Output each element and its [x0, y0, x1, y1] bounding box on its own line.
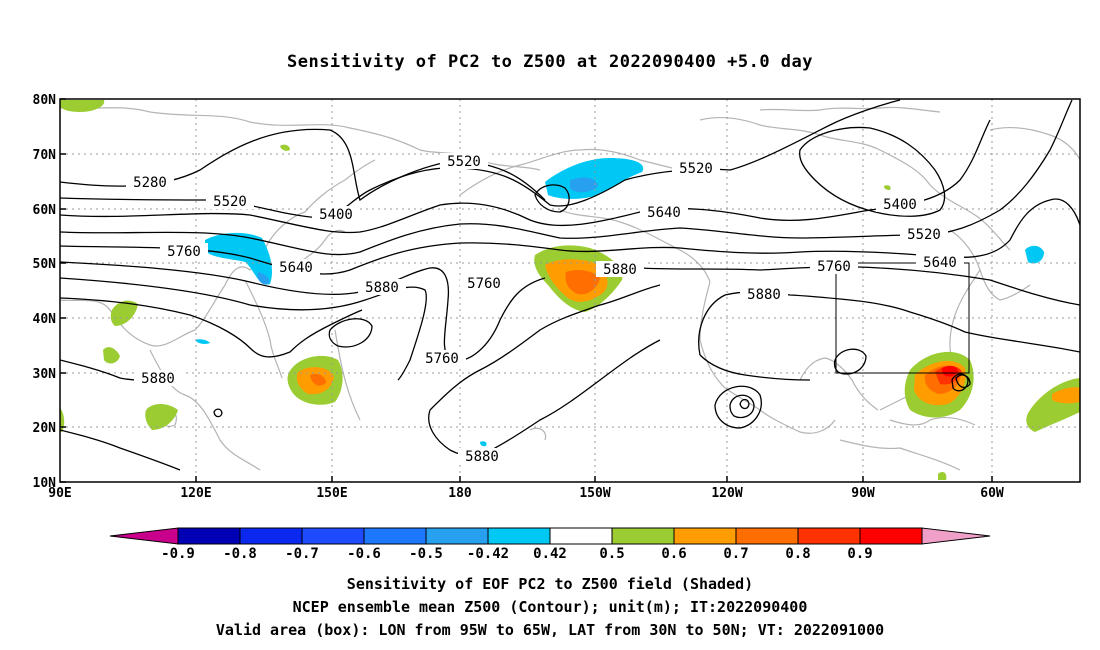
svg-text:5760: 5760 [467, 276, 501, 292]
colorbar-label: 0.7 [723, 546, 748, 562]
lat-label: 60N [33, 203, 57, 218]
lon-label: 150E [316, 486, 347, 501]
contour-labels: 5280 5520 5400 5760 5640 5880 5880 5520 … [126, 153, 964, 465]
colorbar-label: -0.9 [161, 546, 195, 562]
colorbar-cell [735, 527, 799, 545]
contour-label: 5760 [160, 243, 208, 260]
contour-label: 5640 [272, 259, 320, 276]
caption-valid-area: Valid area (box): LON from 95W to 65W, L… [215, 621, 885, 639]
colorbar-cell [177, 527, 241, 545]
colorbar-label: 0.8 [785, 546, 810, 562]
contour-label: 5640 [916, 254, 964, 271]
lon-label: 90E [48, 486, 71, 501]
lat-label: 40N [33, 312, 57, 327]
contour-label: 5520 [440, 153, 488, 170]
colorbar-cell [425, 527, 489, 545]
colorbar-left-arrow [109, 527, 179, 545]
lat-label: 80N [33, 93, 57, 108]
lat-label: 10N [33, 476, 57, 491]
contour-label: 5880 [458, 448, 506, 465]
latitude-labels: 80N 70N 60N 50N 40N 30N 20N 10N [33, 93, 57, 491]
svg-text:5520: 5520 [907, 227, 941, 243]
contour-label: 5520 [672, 160, 720, 177]
svg-text:5400: 5400 [883, 197, 917, 213]
svg-text:5880: 5880 [603, 262, 637, 278]
svg-text:5640: 5640 [279, 260, 313, 276]
contour-label: 5520 [206, 193, 254, 210]
lon-label: 60W [980, 486, 1004, 501]
lon-label: 120W [711, 486, 742, 501]
contour-label: 5880 [358, 279, 406, 296]
colorbar-label: -0.5 [409, 546, 443, 562]
svg-text:5880: 5880 [747, 287, 781, 303]
colorbar-cell [363, 527, 427, 545]
colorbar-cell [673, 527, 737, 545]
contour-label: 5880 [740, 286, 788, 303]
caption-shading: Sensitivity of EOF PC2 to Z500 field (Sh… [346, 575, 754, 593]
map-plot-area [60, 99, 1080, 482]
contour-label: 5760 [418, 350, 466, 367]
contour-label: 5400 [312, 206, 360, 223]
contour-label: 5880 [596, 261, 644, 278]
svg-text:5760: 5760 [167, 244, 201, 260]
colorbar-label: 0.5 [599, 546, 624, 562]
colorbar-label: 0.9 [847, 546, 872, 562]
colorbar-cell [487, 527, 551, 545]
colorbar-label: -0.7 [285, 546, 319, 562]
colorbar-label: 0.6 [661, 546, 686, 562]
svg-text:5640: 5640 [923, 255, 957, 271]
colorbar-label: -0.42 [467, 546, 509, 562]
contour-label: 5520 [900, 226, 948, 243]
contour-label: 5760 [810, 258, 858, 275]
colorbar-cell [239, 527, 303, 545]
sensitivity-shading [60, 100, 1080, 480]
lat-label: 50N [33, 257, 57, 272]
lon-label: 180 [448, 486, 472, 501]
svg-text:5880: 5880 [141, 371, 175, 387]
svg-text:5880: 5880 [465, 449, 499, 465]
lat-label: 30N [33, 367, 57, 382]
lat-label: 70N [33, 148, 57, 163]
contour-label: 5880 [134, 370, 182, 387]
colorbar-cell [301, 527, 365, 545]
colorbar-label: -0.8 [223, 546, 257, 562]
caption-contour: NCEP ensemble mean Z500 (Contour); unit(… [292, 598, 808, 616]
colorbar-label: -0.6 [347, 546, 381, 562]
colorbar-cell [859, 527, 923, 545]
svg-text:5760: 5760 [425, 351, 459, 367]
svg-text:5520: 5520 [447, 154, 481, 170]
map-title: Sensitivity of PC2 to Z500 at 2022090400… [286, 52, 813, 72]
lon-label: 90W [851, 486, 875, 501]
valid-area-box [835, 262, 970, 374]
colorbar: -0.9 -0.8 -0.7 -0.6 -0.5 -0.42 0.42 0.5 0.6 0.7 0.… [109, 527, 991, 562]
contour-label: 5760 [460, 275, 508, 292]
contour-label: 5400 [876, 196, 924, 213]
colorbar-right-arrow [921, 527, 991, 545]
svg-text:5520: 5520 [213, 194, 247, 210]
svg-text:5400: 5400 [319, 207, 353, 223]
contour-label: 5280 [126, 174, 174, 191]
colorbar-cell [797, 527, 861, 545]
colorbar-cell [549, 527, 613, 545]
map-frame [59, 98, 1081, 483]
colorbar-cell [611, 527, 675, 545]
svg-text:5760: 5760 [817, 259, 851, 275]
lon-label: 150W [579, 486, 610, 501]
svg-text:5880: 5880 [365, 280, 399, 296]
lon-label: 120E [180, 486, 211, 501]
svg-text:5640: 5640 [647, 205, 681, 221]
lat-label: 20N [33, 421, 57, 436]
contour-label: 5640 [640, 204, 688, 221]
svg-text:5280: 5280 [133, 175, 167, 191]
coastlines [60, 106, 1080, 471]
svg-text:5520: 5520 [679, 161, 713, 177]
axis-ticks [60, 98, 993, 483]
longitude-labels: 90E 120E 150E 180 150W 120W 90W 60W [48, 486, 1004, 501]
colorbar-label: 0.42 [533, 546, 567, 562]
